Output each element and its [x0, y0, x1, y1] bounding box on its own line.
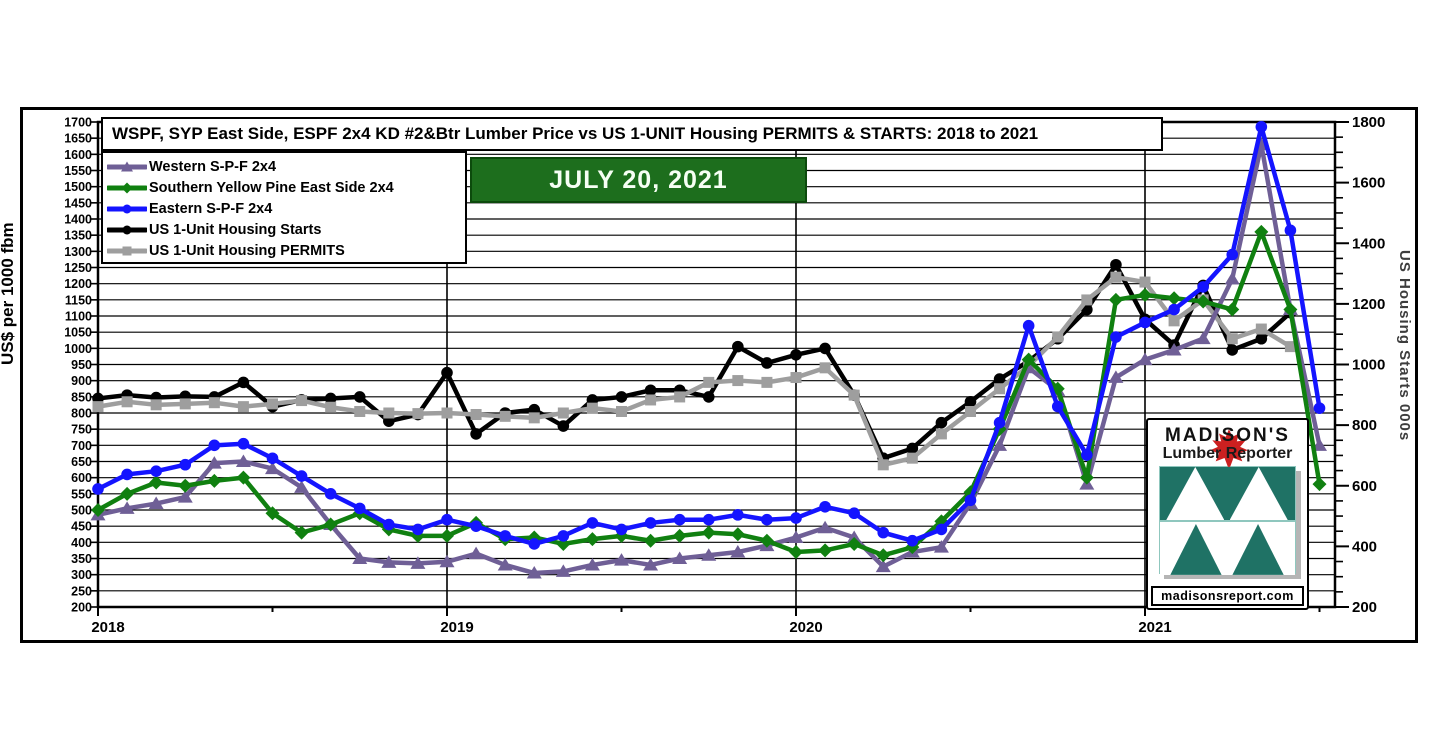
legend-label: US 1-Unit Housing Starts — [149, 221, 322, 238]
svg-text:1350: 1350 — [64, 229, 92, 243]
date-banner: JULY 20, 2021 — [470, 157, 807, 203]
svg-text:1250: 1250 — [64, 261, 92, 275]
chart-title: WSPF, SYP East Side, ESPF 2x4 KD #2&Btr … — [101, 117, 1163, 151]
logo-triangles-bottom-row — [1159, 520, 1295, 575]
right-axis-ticks — [1335, 121, 1349, 608]
svg-text:600: 600 — [71, 471, 92, 485]
svg-text:700: 700 — [71, 439, 92, 453]
svg-text:1650: 1650 — [64, 132, 92, 146]
right-axis-title: US Housing Starts 000s — [1396, 250, 1413, 442]
legend-swatch — [107, 246, 147, 255]
svg-text:2018: 2018 — [91, 619, 124, 636]
x-axis-year-labels: 2018 2019 2020 2021 — [91, 619, 1171, 636]
legend-item-2: Eastern S-P-F 2x4 — [107, 198, 465, 219]
legend-swatch — [107, 161, 147, 171]
svg-text:600: 600 — [1352, 478, 1377, 495]
logo-brand-text: MADISON'S — [1165, 425, 1290, 446]
svg-text:2019: 2019 — [440, 619, 473, 636]
chart-legend: Western S-P-F 2x4 Southern Yellow Pine Ea… — [101, 151, 467, 264]
right-axis-labels: 200 400 600 800 1000 1200 1400 1600 1800 — [1352, 114, 1385, 616]
svg-text:2020: 2020 — [789, 619, 822, 636]
legend-item-3: US 1-Unit Housing Starts — [107, 219, 465, 240]
svg-text:400: 400 — [71, 536, 92, 550]
svg-text:500: 500 — [71, 504, 92, 518]
logo-product-text: Lumber Reporter — [1162, 445, 1293, 462]
svg-text:1100: 1100 — [65, 310, 92, 324]
logo-triangles-graphic — [1158, 466, 1301, 579]
svg-text:1000: 1000 — [1352, 357, 1385, 374]
svg-text:1600: 1600 — [1352, 175, 1385, 192]
legend-label: Southern Yellow Pine East Side 2x4 — [149, 179, 394, 196]
svg-text:1700: 1700 — [64, 116, 92, 130]
legend-swatch — [107, 225, 147, 234]
svg-text:1300: 1300 — [64, 245, 92, 259]
svg-text:1150: 1150 — [65, 293, 92, 307]
series-eastern-s-p-f-2x4 — [92, 121, 1326, 550]
svg-text:200: 200 — [1352, 599, 1377, 616]
legend-item-4: US 1-Unit Housing PERMITS — [107, 240, 465, 261]
svg-text:750: 750 — [71, 423, 92, 437]
svg-text:900: 900 — [71, 374, 92, 388]
svg-text:1500: 1500 — [64, 180, 92, 194]
svg-text:800: 800 — [71, 407, 92, 421]
svg-text:650: 650 — [71, 455, 92, 469]
left-axis-labels: 200 250 300 350 400 450 500 550 600 650 700 750 800 8… — [64, 116, 92, 615]
svg-text:300: 300 — [71, 568, 92, 582]
svg-text:850: 850 — [71, 390, 92, 404]
series-southern-yellow-pine-east-side-2x4 — [91, 224, 1327, 563]
svg-text:800: 800 — [1352, 417, 1377, 434]
svg-text:950: 950 — [71, 358, 92, 372]
svg-text:1200: 1200 — [1352, 296, 1385, 313]
legend-swatch — [107, 204, 147, 213]
logo-triangles-top-row — [1159, 467, 1295, 520]
svg-text:1550: 1550 — [64, 164, 92, 178]
svg-text:1450: 1450 — [64, 196, 92, 210]
svg-text:1000: 1000 — [64, 342, 92, 356]
madisons-logo: MADISON'S Lumber Reporter madisonsreport… — [1146, 418, 1309, 610]
svg-text:1400: 1400 — [64, 213, 92, 227]
maple-leaf-icon — [1210, 429, 1248, 467]
x-axis-ticks — [97, 607, 1321, 616]
series-us-1-unit-housing-permits — [92, 271, 1296, 471]
logo-url-text: madisonsreport.com — [1151, 586, 1304, 606]
svg-text:1600: 1600 — [64, 148, 92, 162]
svg-text:1200: 1200 — [64, 277, 92, 291]
svg-text:1050: 1050 — [64, 326, 92, 340]
svg-text:2021: 2021 — [1138, 619, 1171, 636]
legend-label: Western S-P-F 2x4 — [149, 158, 277, 175]
svg-text:250: 250 — [71, 584, 92, 598]
svg-text:450: 450 — [71, 520, 92, 534]
svg-text:200: 200 — [71, 601, 92, 615]
svg-text:350: 350 — [71, 552, 92, 566]
svg-text:1400: 1400 — [1352, 235, 1385, 252]
legend-label: US 1-Unit Housing PERMITS — [149, 242, 345, 259]
svg-text:550: 550 — [71, 487, 92, 501]
svg-text:400: 400 — [1352, 538, 1377, 555]
legend-swatch — [107, 182, 147, 193]
legend-label: Eastern S-P-F 2x4 — [149, 200, 273, 217]
left-axis-title: US$ per 1000 fbm — [0, 222, 17, 365]
legend-item-0: Western S-P-F 2x4 — [107, 156, 465, 177]
legend-item-1: Southern Yellow Pine East Side 2x4 — [107, 177, 465, 198]
svg-text:1800: 1800 — [1352, 114, 1385, 131]
